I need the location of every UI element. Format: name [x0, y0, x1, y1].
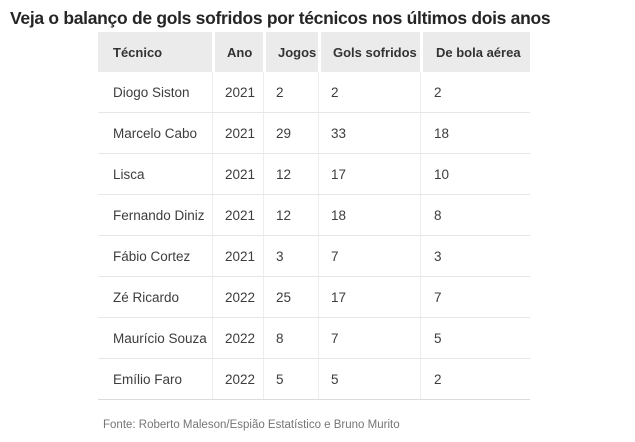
table-row: Diogo Siston 2021 2 2 2	[98, 72, 530, 113]
header-cell-tecnico: Técnico	[113, 44, 163, 60]
cell-gols-sofridos: 2	[318, 72, 420, 112]
cell-de-bola-aerea: 3	[420, 236, 530, 276]
stats-table: Técnico Ano Jogos Gols sofridos De bola …	[98, 32, 530, 400]
cell-jogos: 25	[263, 277, 318, 317]
cell-tecnico: Fernando Diniz	[113, 207, 205, 223]
source-note: Fonte: Roberto Maleson/Espião Estatístic…	[103, 419, 400, 431]
cell-ano: 2021	[212, 72, 263, 112]
cell-ano: 2022	[212, 318, 263, 358]
cell-jogos: 2	[263, 72, 318, 112]
cell-jogos: 12	[263, 154, 318, 194]
cell-ano: 2021	[212, 195, 263, 235]
cell-tecnico: Diogo Siston	[113, 84, 190, 100]
cell-tecnico: Maurício Souza	[113, 330, 207, 346]
header-cell-de-bola-aerea: De bola aérea	[420, 32, 530, 72]
table-row: Zé Ricardo 2022 25 17 7	[98, 277, 530, 318]
cell-de-bola-aerea: 2	[420, 359, 530, 399]
table-row: Marcelo Cabo 2021 29 33 18	[98, 113, 530, 154]
header-cell-ano: Ano	[212, 32, 263, 72]
table-row: Fábio Cortez 2021 3 7 3	[98, 236, 530, 277]
cell-gols-sofridos: 5	[318, 359, 420, 399]
page-title: Veja o balanço de gols sofridos por técn…	[10, 8, 551, 28]
cell-ano: 2022	[212, 359, 263, 399]
cell-gols-sofridos: 33	[318, 113, 420, 153]
cell-tecnico: Marcelo Cabo	[113, 125, 198, 141]
cell-gols-sofridos: 7	[318, 318, 420, 358]
cell-gols-sofridos: 18	[318, 195, 420, 235]
cell-de-bola-aerea: 7	[420, 277, 530, 317]
cell-gols-sofridos: 17	[318, 277, 420, 317]
cell-ano: 2021	[212, 154, 263, 194]
table-row: Maurício Souza 2022 8 7 5	[98, 318, 530, 359]
cell-gols-sofridos: 7	[318, 236, 420, 276]
cell-ano: 2022	[212, 277, 263, 317]
cell-tecnico: Fábio Cortez	[113, 248, 191, 264]
cell-de-bola-aerea: 2	[420, 72, 530, 112]
table-row: Fernando Diniz 2021 12 18 8	[98, 195, 530, 236]
table-header-row: Técnico Ano Jogos Gols sofridos De bola …	[98, 32, 530, 72]
cell-tecnico: Emílio Faro	[113, 371, 183, 387]
cell-jogos: 8	[263, 318, 318, 358]
cell-jogos: 12	[263, 195, 318, 235]
table-row: Emílio Faro 2022 5 5 2	[98, 359, 530, 400]
cell-de-bola-aerea: 18	[420, 113, 530, 153]
cell-tecnico: Lisca	[113, 166, 145, 182]
cell-de-bola-aerea: 8	[420, 195, 530, 235]
cell-jogos: 5	[263, 359, 318, 399]
cell-jogos: 29	[263, 113, 318, 153]
cell-tecnico: Zé Ricardo	[113, 289, 180, 305]
cell-jogos: 3	[263, 236, 318, 276]
table-row: Lisca 2021 12 17 10	[98, 154, 530, 195]
header-cell-gols-sofridos: Gols sofridos	[318, 32, 420, 72]
cell-de-bola-aerea: 5	[420, 318, 530, 358]
cell-de-bola-aerea: 10	[420, 154, 530, 194]
header-cell-jogos: Jogos	[263, 32, 318, 72]
cell-gols-sofridos: 17	[318, 154, 420, 194]
cell-ano: 2021	[212, 236, 263, 276]
cell-ano: 2021	[212, 113, 263, 153]
